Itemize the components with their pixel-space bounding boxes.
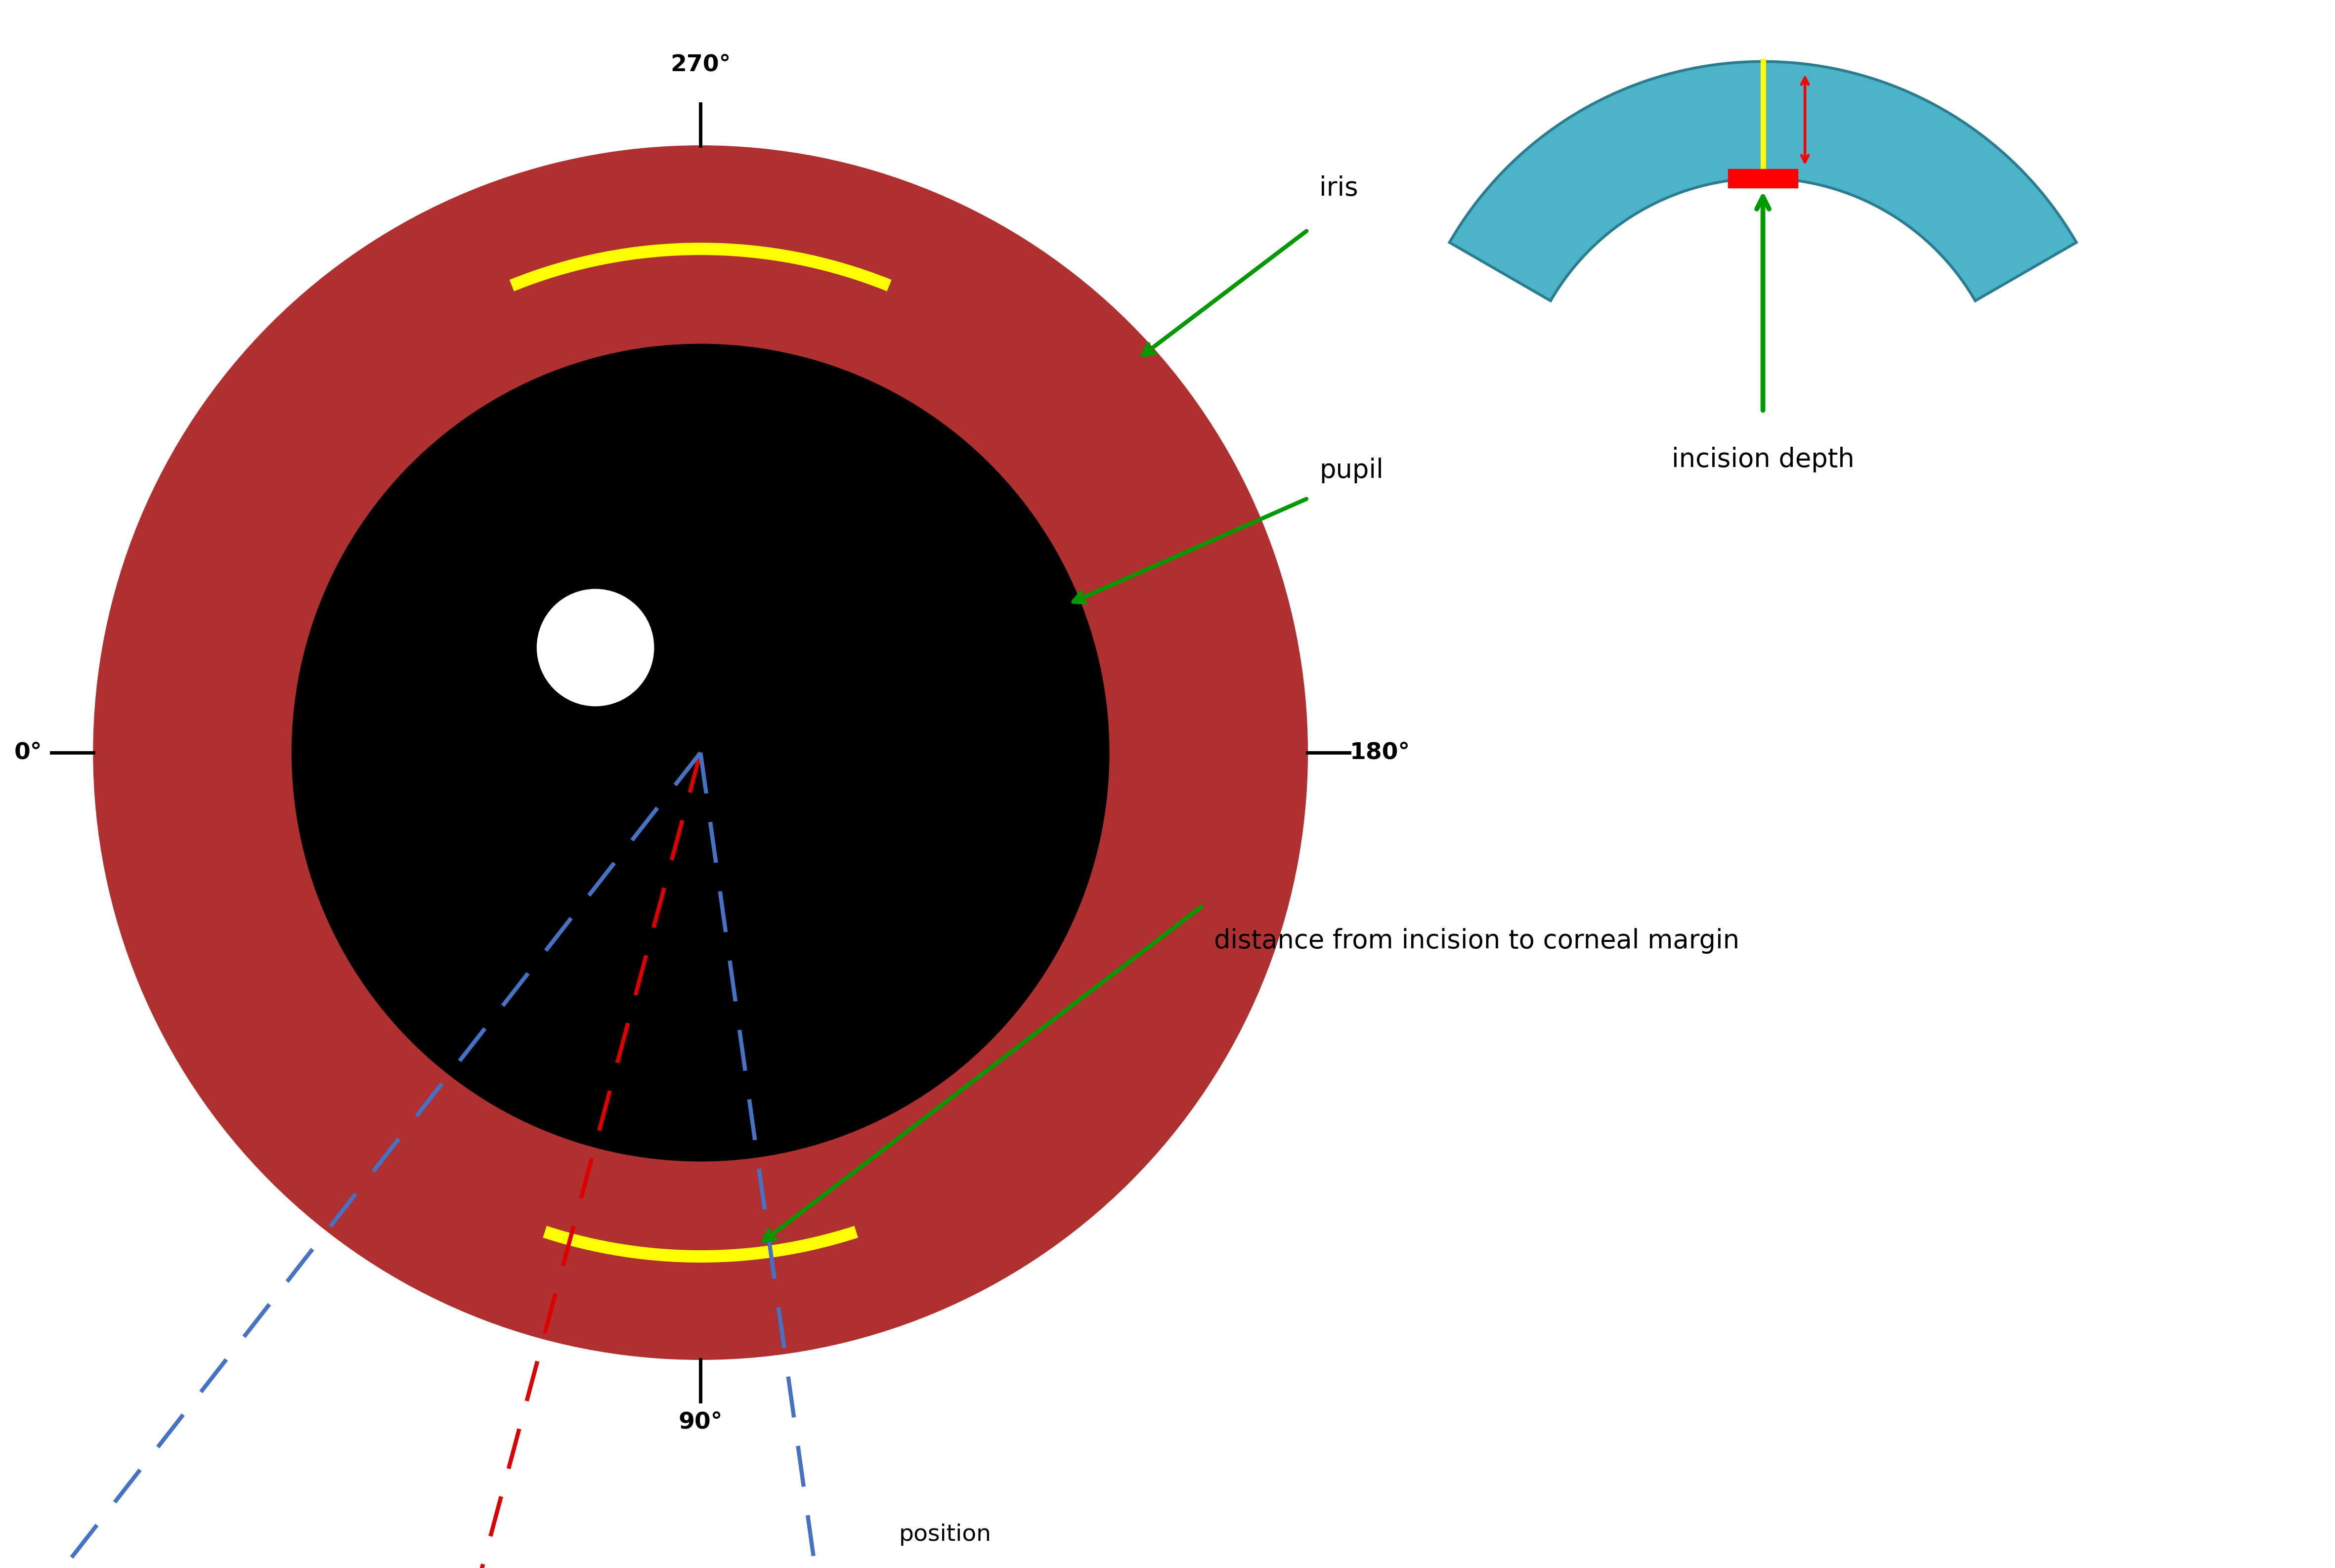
Text: pupil: pupil bbox=[1319, 458, 1382, 483]
Text: 180°: 180° bbox=[1350, 742, 1410, 764]
Text: position: position bbox=[899, 1524, 992, 1546]
Bar bbox=[1728, 169, 1798, 188]
Text: iris: iris bbox=[1319, 176, 1359, 201]
Text: 0°: 0° bbox=[14, 742, 42, 764]
Circle shape bbox=[537, 590, 654, 706]
Text: 270°: 270° bbox=[670, 53, 731, 75]
Circle shape bbox=[93, 146, 1308, 1359]
Text: distance from incision to corneal margin: distance from incision to corneal margin bbox=[1214, 928, 1740, 953]
Text: incision depth: incision depth bbox=[1672, 447, 1854, 472]
Text: 90°: 90° bbox=[679, 1411, 722, 1433]
Polygon shape bbox=[1450, 61, 2076, 301]
Circle shape bbox=[292, 343, 1109, 1162]
